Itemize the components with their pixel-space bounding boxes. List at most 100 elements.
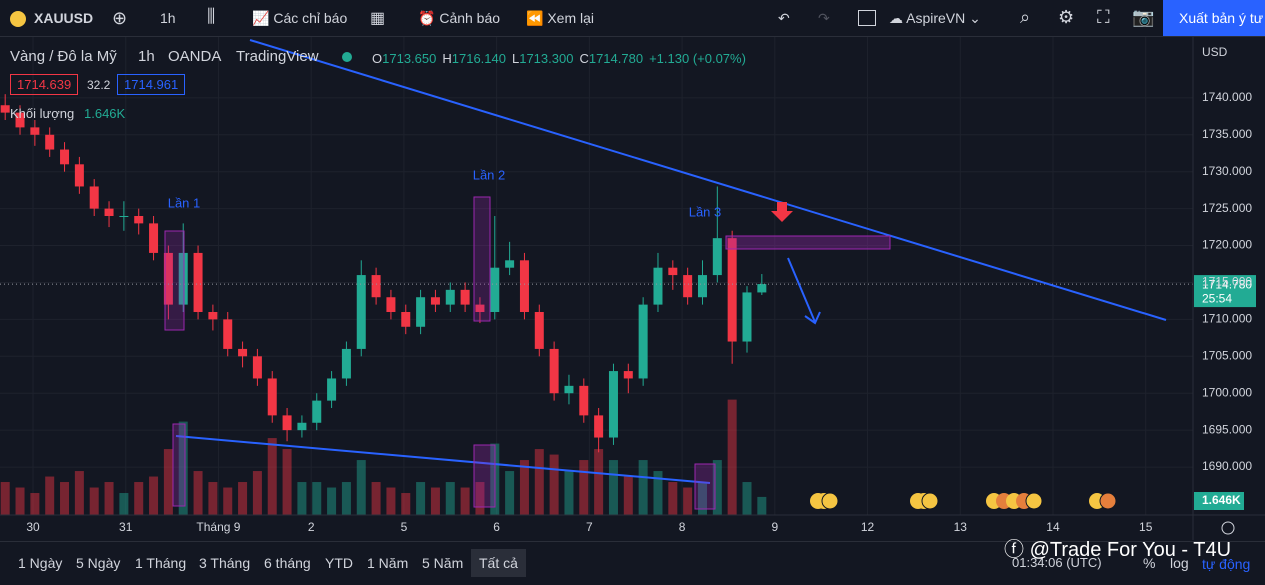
status-dot	[342, 52, 352, 62]
x-tick-label: 8	[679, 520, 686, 534]
replay[interactable]: ⏪ Xem lại	[526, 10, 595, 26]
candle-body	[638, 304, 648, 379]
volume-bar	[371, 482, 381, 515]
volume-bar	[297, 482, 307, 515]
range-button[interactable]: 5 Năm	[422, 555, 464, 571]
x-tick-label: 2	[308, 520, 315, 534]
candle-body	[371, 275, 381, 298]
alerts-label: Cảnh báo	[439, 10, 501, 26]
volume-bar	[638, 460, 648, 515]
log-toggle[interactable]: log	[1170, 555, 1189, 571]
y-tick-label: 1710.000	[1202, 312, 1252, 326]
redo[interactable]: ↷	[818, 10, 830, 26]
volume-bar	[134, 482, 144, 515]
range-button[interactable]: YTD	[325, 555, 353, 571]
bid[interactable]: 1714.639	[10, 74, 79, 95]
volume-bar	[564, 471, 574, 515]
price-tag-label: 1714.780	[1202, 277, 1252, 291]
fullscreen[interactable]: ⛶	[1097, 7, 1110, 27]
volume-bar	[697, 482, 707, 515]
ask[interactable]: 1714.961	[117, 74, 186, 95]
publish-label: Xuất bản ý tư	[1179, 10, 1264, 26]
currency[interactable]: USD	[1202, 45, 1228, 59]
candle-body	[460, 289, 470, 305]
ohlc-value: 1714.780	[588, 51, 644, 66]
spread: 32.2	[87, 78, 111, 92]
x-tick-label: 9	[771, 520, 778, 534]
candle-body	[223, 319, 233, 349]
settings-icon[interactable]	[1221, 521, 1235, 535]
zone	[473, 196, 491, 322]
candle-body	[89, 186, 99, 209]
candle-body	[356, 275, 366, 349]
volume-bar	[252, 471, 262, 515]
interval[interactable]: 1h	[160, 10, 176, 26]
replay-label: Xem lại	[547, 10, 595, 26]
y-tick-label: 1695.000	[1202, 422, 1252, 436]
range-button[interactable]: 1 Ngày	[18, 555, 63, 571]
symbol[interactable]: XAUUSD	[34, 10, 94, 26]
auto-toggle[interactable]: tự động	[1202, 556, 1251, 572]
candle-body	[0, 105, 10, 113]
snapshot[interactable]: 📷	[1132, 7, 1155, 27]
candle-body	[430, 297, 440, 305]
x-tick-label: 5	[401, 520, 408, 534]
chart-type[interactable]: ⫼	[207, 6, 216, 26]
range-button[interactable]: Tất cả	[471, 549, 526, 577]
candle-body	[15, 112, 25, 128]
candle-body	[564, 385, 574, 394]
footer: 1 Ngày 5 Ngày 1 Tháng 3 Tháng 6 tháng YTD 1 Nă…	[0, 541, 1265, 585]
x-tick-label: 12	[861, 520, 875, 534]
ohlc-value: 1716.140	[451, 51, 506, 66]
search[interactable]: ⌕	[1020, 7, 1031, 27]
legend-exchange: OANDA	[168, 48, 222, 65]
down-arrow	[771, 202, 793, 222]
volume-bar	[683, 487, 693, 515]
settings[interactable]: ⚙	[1058, 7, 1075, 27]
range-button[interactable]: 1 Tháng	[135, 555, 187, 571]
volume-bar	[460, 487, 470, 515]
indicators[interactable]: 📈 Các chỉ báo	[252, 10, 348, 26]
y-tick-label: 1715.000	[1202, 275, 1252, 289]
candle-body	[341, 348, 351, 379]
candle-body	[757, 284, 767, 293]
templates[interactable]: ▦	[370, 10, 386, 27]
volume-bar	[178, 421, 188, 515]
volume-bar	[193, 471, 203, 515]
volume-bar	[60, 482, 70, 515]
volume-bar	[549, 454, 559, 515]
x-tick-label: 30	[26, 520, 40, 534]
publish-button[interactable]: Xuất bản ý tư	[1163, 0, 1265, 36]
x-tick-label: 14	[1046, 520, 1060, 534]
fullscreen-box[interactable]	[858, 10, 876, 26]
legend-source: TradingView	[236, 48, 319, 65]
range-button[interactable]: 3 Tháng	[199, 555, 251, 571]
range-button[interactable]: 6 tháng	[264, 555, 311, 571]
alerts[interactable]: ⏰ Cảnh báo	[418, 10, 501, 26]
x-tick-label: Tháng 9	[196, 520, 240, 534]
undo[interactable]: ↶	[778, 10, 790, 26]
candle-body	[45, 134, 55, 150]
percent-toggle[interactable]: %	[1143, 555, 1156, 571]
add-symbol[interactable]: ⊕	[112, 8, 128, 28]
candle-body	[163, 252, 173, 305]
volume-bar	[742, 482, 752, 515]
volume-bar	[312, 482, 322, 515]
candle-body	[490, 267, 500, 312]
range-button[interactable]: 5 Ngày	[76, 555, 121, 571]
zone	[473, 444, 496, 508]
layout[interactable]: ☁ AspireVN ⌄	[889, 10, 981, 26]
legend-interval: 1h	[138, 48, 155, 65]
clock: 01:34:06 (UTC)	[1012, 555, 1102, 570]
volume-bar	[416, 482, 426, 515]
annotation: Lần 3	[689, 204, 722, 219]
volume-bar	[89, 487, 99, 515]
candle-body	[252, 356, 262, 379]
candle-body	[519, 260, 529, 312]
watermark-text: @Trade For You - T4U	[1029, 539, 1232, 561]
event-icons	[810, 492, 1117, 510]
y-tick-label: 1730.000	[1202, 164, 1252, 178]
candle-body	[742, 292, 752, 342]
range-button[interactable]: 1 Năm	[367, 555, 409, 571]
candle-body	[653, 267, 663, 305]
